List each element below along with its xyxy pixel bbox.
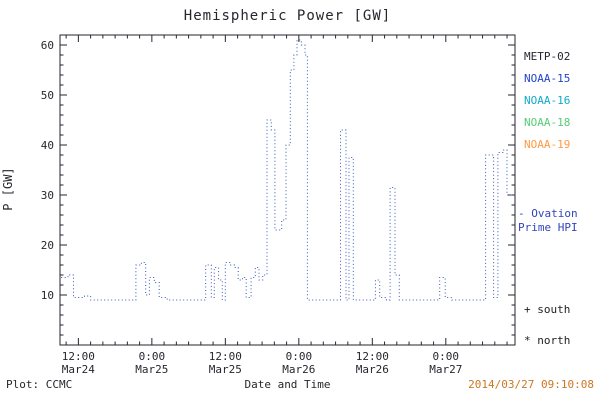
plot-border (59, 34, 516, 346)
tick-label: Mar24 (62, 363, 95, 376)
legend-item-noaa15: NOAA-15 (524, 72, 571, 85)
legend-item-noaa18: NOAA-18 (524, 116, 571, 129)
tick-label: 50 (41, 89, 54, 102)
x-axis-label: Date and Time (244, 378, 331, 391)
satellite-legend: METP-02 NOAA-15 NOAA-16 NOAA-18 NOAA-19 (524, 46, 570, 156)
tick-label: 10 (41, 289, 54, 302)
ovation-prime-label: - Ovation Prime HPI (518, 207, 578, 235)
tick-label: 40 (41, 139, 54, 152)
tick-label: 30 (41, 189, 54, 202)
generation-timestamp: 2014/03/27 09:10:08 (468, 378, 594, 391)
tick-label: 12:00 (356, 350, 389, 363)
chart-title: Hemispheric Power [GW] (183, 8, 392, 24)
tick-label: 12:00 (209, 350, 242, 363)
tick-label: Mar25 (209, 363, 242, 376)
north-marker-label: * north (524, 334, 571, 347)
tick-label: Mar26 (356, 363, 389, 376)
ovation-line1: - Ovation (518, 207, 578, 220)
tick-label: 60 (41, 39, 54, 52)
legend-item-noaa19: NOAA-19 (524, 138, 571, 151)
legend-item-metp02: METP-02 (524, 50, 571, 63)
tick-label: Mar27 (429, 363, 462, 376)
y-axis-label: P [GW] (1, 167, 15, 211)
tick-label: Mar26 (282, 363, 315, 376)
tick-label: 20 (41, 239, 54, 252)
tick-label: Mar25 (135, 363, 168, 376)
tick-label: 0:00 (433, 350, 460, 363)
tick-label: 0:00 (139, 350, 166, 363)
tick-label: 12:00 (62, 350, 95, 363)
tick-label: 0:00 (286, 350, 313, 363)
axes-layer: 10203040506012:00Mar240:00Mar2512:00Mar2… (41, 34, 516, 376)
south-marker-label: + south (524, 303, 571, 316)
hpi-series-line (61, 39, 515, 301)
ovation-line2: Prime HPI (518, 221, 578, 234)
legend-item-noaa16: NOAA-16 (524, 94, 571, 107)
plot-source-label: Plot: CCMC (6, 378, 73, 391)
